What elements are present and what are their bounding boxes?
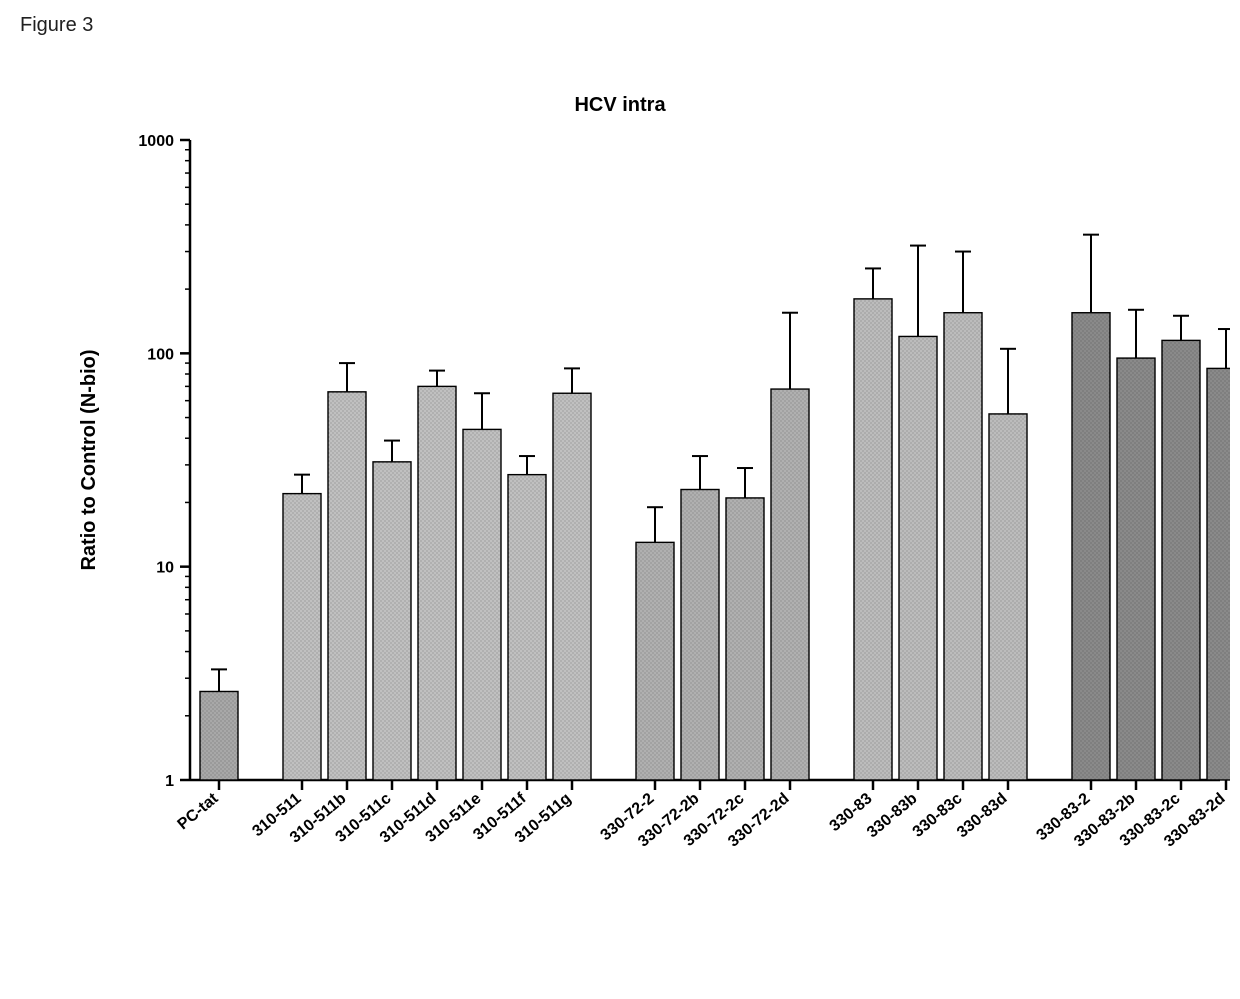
chart-title: HCV intra [0,94,1240,117]
bar [283,494,321,780]
figure-label: Figure 3 [20,14,93,37]
y-tick-label: 1000 [138,133,174,150]
bar [553,393,591,780]
bar [854,299,892,780]
bar [726,498,764,780]
bar [463,429,501,780]
bar [636,542,674,780]
bar [418,386,456,780]
bar [373,462,411,780]
bar [1117,358,1155,780]
y-tick-label: 10 [156,560,174,577]
bar-chart: 1 10 100 1000 Ratio to Control (N-bio) PC-tat… [40,120,1230,980]
y-tick-label: 1 [165,773,174,790]
y-tick-label: 100 [147,346,174,363]
bar [200,691,238,780]
x-tick-label: 330-83b [864,790,921,841]
page-root: Figure 3 HCV intra 1 10 100 1000 Ratio to Co… [0,0,1240,999]
y-axis-label: Ratio to Control (N-bio) [78,349,100,570]
x-tick-label: PC-tat [175,790,223,834]
bar [1072,313,1110,780]
bar [681,489,719,780]
bar [899,336,937,780]
bar [328,392,366,780]
bar [989,414,1027,780]
bar [1162,340,1200,780]
x-tick-label: 330-83d [954,790,1011,841]
bar [508,475,546,780]
bar [771,389,809,780]
bar [1207,368,1230,780]
bar [944,313,982,780]
